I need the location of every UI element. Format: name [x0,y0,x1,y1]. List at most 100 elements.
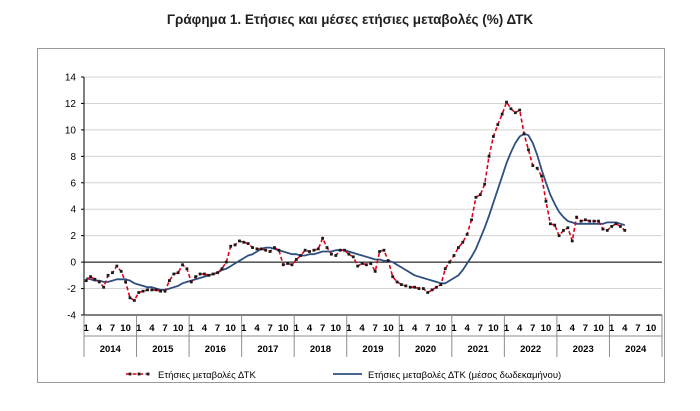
data-point-annual-change [575,215,579,219]
month-tick-label: 10 [593,323,604,334]
series-line-12m-average [85,132,626,291]
data-point-annual-change [316,247,320,251]
data-point-annual-change [273,246,276,249]
month-tick-label: 4 [149,323,155,334]
month-tick-label: 7 [635,323,640,334]
data-point-annual-change [356,264,360,268]
data-point-annual-change [211,272,215,276]
data-point-annual-change [154,288,158,292]
year-label: 2020 [415,344,436,355]
y-tick-label: 0 [70,258,76,269]
year-label: 2018 [310,344,331,355]
month-tick-label: 1 [451,323,457,334]
data-point-annual-change [102,285,106,289]
data-point-annual-change [268,250,272,253]
data-point-annual-change [478,193,482,197]
month-tick-label: 4 [622,323,628,334]
data-point-annual-change [623,228,627,232]
month-tick-label: 10 [330,323,341,334]
year-label: 2024 [625,344,647,355]
month-tick-label: 7 [110,323,115,334]
month-tick-label: 7 [530,323,535,334]
data-point-annual-change [391,275,395,279]
data-point-annual-change [373,269,377,273]
data-point-annual-change [522,132,526,136]
data-point-annual-change [84,279,88,283]
data-point-annual-change [369,262,373,265]
data-point-annual-change [167,279,171,283]
chart-frame [37,48,665,383]
month-tick-label: 7 [373,323,378,334]
data-point-annual-change [185,267,189,271]
month-tick-label: 4 [254,323,260,334]
data-point-annual-change [496,123,500,126]
data-point-annual-change [456,246,460,249]
month-tick-label: 10 [278,323,289,334]
data-point-annual-change [229,244,233,248]
data-point-annual-change [246,242,250,245]
data-point-annual-change [259,247,263,251]
data-point-annual-change [597,219,600,223]
month-tick-label: 1 [189,323,195,334]
data-point-annual-change [347,252,351,256]
data-point-annual-change [89,275,92,279]
data-point-annual-change [194,275,198,279]
data-point-annual-change [439,283,443,286]
month-tick-label: 1 [241,323,247,334]
month-tick-label: 7 [478,323,483,334]
data-point-annual-change [465,232,469,236]
data-point-annual-change [281,263,285,267]
data-point-annual-change [330,252,333,256]
data-point-annual-change [448,260,452,264]
data-point-annual-change [408,285,412,289]
data-point-annual-change [557,234,561,238]
month-tick-label: 10 [488,323,499,334]
data-point-annual-change [203,272,206,276]
data-point-annual-change [132,299,136,302]
data-point-annual-change [290,263,294,267]
month-tick-label: 4 [570,323,576,334]
data-point-annual-change [395,280,399,284]
month-tick-label: 1 [609,323,615,334]
data-point-annual-change [159,289,163,293]
month-tick-label: 4 [359,323,365,334]
data-point-annual-change [115,264,119,268]
month-tick-label: 1 [136,323,142,334]
data-point-annual-change [106,273,110,277]
data-point-annual-change [325,246,329,249]
month-tick-label: 4 [517,323,523,334]
data-point-annual-change [251,246,254,249]
data-point-annual-change [470,218,473,222]
month-tick-label: 10 [120,323,131,334]
month-tick-label: 7 [583,323,588,334]
data-point-annual-change [566,226,570,230]
month-tick-label: 1 [399,323,405,334]
data-point-annual-change [452,254,456,257]
data-point-annual-change [505,100,508,104]
month-tick-label: 7 [267,323,272,334]
data-point-annual-change [443,267,447,271]
data-point-annual-change [426,291,430,294]
data-point-annual-change [378,250,381,253]
data-point-annual-change [535,166,539,170]
month-tick-label: 1 [504,323,510,334]
data-point-annual-change [570,239,574,243]
data-point-annual-change [181,263,184,267]
y-tick-label: -4 [67,311,76,322]
series-line-annual-change [85,100,626,302]
year-label: 2015 [152,344,174,355]
data-point-annual-change [588,219,592,223]
data-point-annual-change [338,248,342,252]
data-point-annual-change [483,182,487,186]
data-point-annual-change [592,219,596,223]
y-tick-label: 14 [65,73,77,84]
month-tick-label: 10 [383,323,394,334]
month-tick-label: 4 [307,323,313,334]
legend-marker [146,372,150,376]
year-label: 2022 [520,344,541,355]
month-tick-label: 1 [346,323,352,334]
month-tick-label: 4 [464,323,470,334]
data-point-annual-change [294,258,298,261]
data-point-annual-change [619,225,622,228]
